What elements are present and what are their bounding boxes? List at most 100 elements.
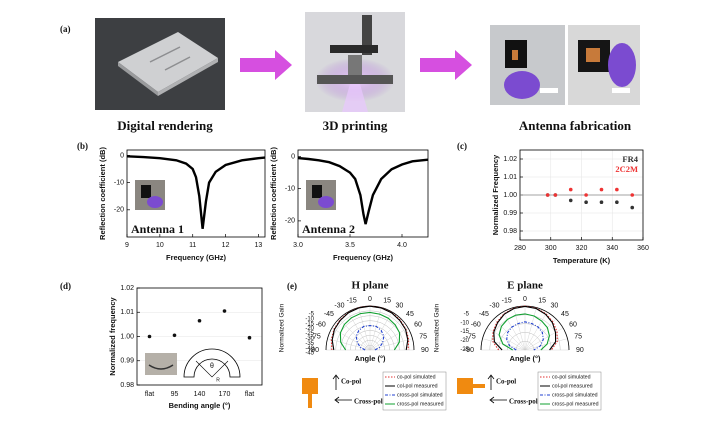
angle-tick-label: -90 [309, 347, 319, 354]
point [584, 193, 588, 197]
y-tick-label: 1.02 [120, 285, 134, 292]
y-axis-label: Normalized Frequency [491, 154, 500, 235]
point [630, 193, 635, 197]
radial-grid [502, 311, 526, 351]
legend-label: cross-pol measured [397, 401, 444, 407]
x-tick-label: 140 [194, 391, 206, 398]
annotation: Antenna 2 [302, 222, 355, 236]
angle-tick-label: 90 [576, 347, 584, 354]
r-tick-label: -15 [305, 321, 314, 327]
x-tick-label: 9 [125, 242, 129, 249]
radial-grid [327, 338, 371, 351]
r-tick-label: -5 [464, 312, 470, 318]
x-tick-label: 11 [189, 242, 196, 249]
point [599, 187, 604, 192]
line [493, 305, 557, 351]
inset-photo [145, 353, 177, 375]
y-axis-label: Reflection coefficient (dB) [269, 147, 278, 240]
antenna-icon [457, 378, 473, 394]
angle-tick-label: -60 [471, 321, 481, 328]
point [247, 335, 252, 340]
chart: 0.98 0.99 1.00 1.01 1.02 280 300 320 340 360 Tempe… [491, 149, 649, 265]
r-tick-label: -10 [460, 320, 469, 326]
line [355, 325, 385, 351]
line [506, 321, 544, 351]
arrow [420, 50, 472, 80]
r-tick-label: -20 [305, 326, 314, 332]
bend-diagram [183, 348, 241, 378]
inset-label: θ [210, 363, 214, 370]
radial-grid [524, 307, 537, 351]
angle-tick-label: 45 [406, 311, 414, 318]
angle-tick-label: -30 [334, 303, 344, 310]
angle-tick-label: 75 [419, 334, 427, 341]
x-axis-label: Temperature (K) [553, 256, 611, 265]
y-tick-label: 1.00 [503, 192, 517, 199]
radial-grid [493, 318, 526, 351]
legend-label: cross-pol simulated [552, 392, 598, 398]
x-tick-label: 3.5 [345, 242, 355, 249]
y-tick-label: 0.98 [120, 382, 134, 389]
radial-grid [338, 318, 371, 351]
r-tick-label: -35 [305, 341, 314, 347]
caption: Antenna fabrication [519, 118, 632, 133]
inset-photo [141, 185, 151, 198]
angle-tick-label: 15 [538, 298, 546, 305]
y-tick-label: -20 [285, 218, 295, 225]
y-tick-label: -10 [285, 186, 295, 193]
point [568, 198, 573, 203]
x-tick-label: 10 [156, 242, 164, 249]
x-tick-label: 280 [514, 245, 526, 252]
caption: Digital rendering [117, 118, 213, 133]
annotation: Co-pol [341, 378, 361, 386]
radial-grid [524, 318, 557, 351]
x-axis-label: Angle (°) [355, 354, 386, 363]
chart-title: E plane [507, 280, 543, 292]
r-tick-label: -15 [460, 329, 469, 335]
x-tick-label: 320 [576, 245, 588, 252]
rendering-image [95, 18, 225, 110]
inset-photo [147, 196, 163, 208]
angle-tick-label: -45 [479, 311, 489, 318]
angle-tick-label: 0 [523, 296, 527, 303]
panel-label: (d) [60, 281, 71, 291]
pol-arrow [487, 374, 495, 390]
antenna-icon [302, 378, 318, 394]
point [584, 200, 588, 204]
point [147, 334, 152, 339]
x-tick-label: 4.0 [397, 242, 407, 249]
legend-label: col-pol measured [397, 383, 438, 389]
panel-label: (c) [457, 141, 467, 151]
panel-label: (a) [60, 24, 71, 34]
inset-photo [312, 185, 322, 198]
annotation: Cross-pol [509, 398, 538, 406]
pol-arrow [334, 396, 352, 404]
legend-label: co-pol simulated [397, 374, 436, 380]
angle-tick-label: -75 [311, 334, 321, 341]
point [197, 318, 202, 323]
inset-label: R [216, 377, 220, 383]
y-tick-label: 0 [120, 152, 124, 159]
point [545, 193, 550, 197]
radial-grid [369, 318, 402, 351]
point [615, 187, 619, 192]
pol-arrow [332, 374, 340, 390]
chart-title: H plane [352, 280, 389, 292]
y-tick-label: 0.99 [120, 358, 134, 365]
point [630, 205, 635, 210]
point [222, 309, 227, 313]
arrow [240, 50, 292, 80]
y-tick-label: 0 [291, 153, 295, 160]
chart: 0 -10 -20 9 10 11 12 13 Frequency (GHz) Reflectio… [98, 147, 266, 262]
y-axis-label: Normalized Gain [279, 303, 286, 352]
line [126, 155, 266, 229]
r-tick-label: -40 [305, 346, 314, 352]
angle-tick-label: -90 [464, 347, 474, 354]
point [615, 200, 619, 204]
r-tick-label: -5 [309, 312, 315, 318]
x-axis-label: Angle (°) [510, 354, 541, 363]
r-tick-label: -25 [305, 331, 314, 337]
x-tick-label: 12 [222, 242, 230, 249]
x-axis-label: Frequency (GHz) [333, 253, 394, 262]
